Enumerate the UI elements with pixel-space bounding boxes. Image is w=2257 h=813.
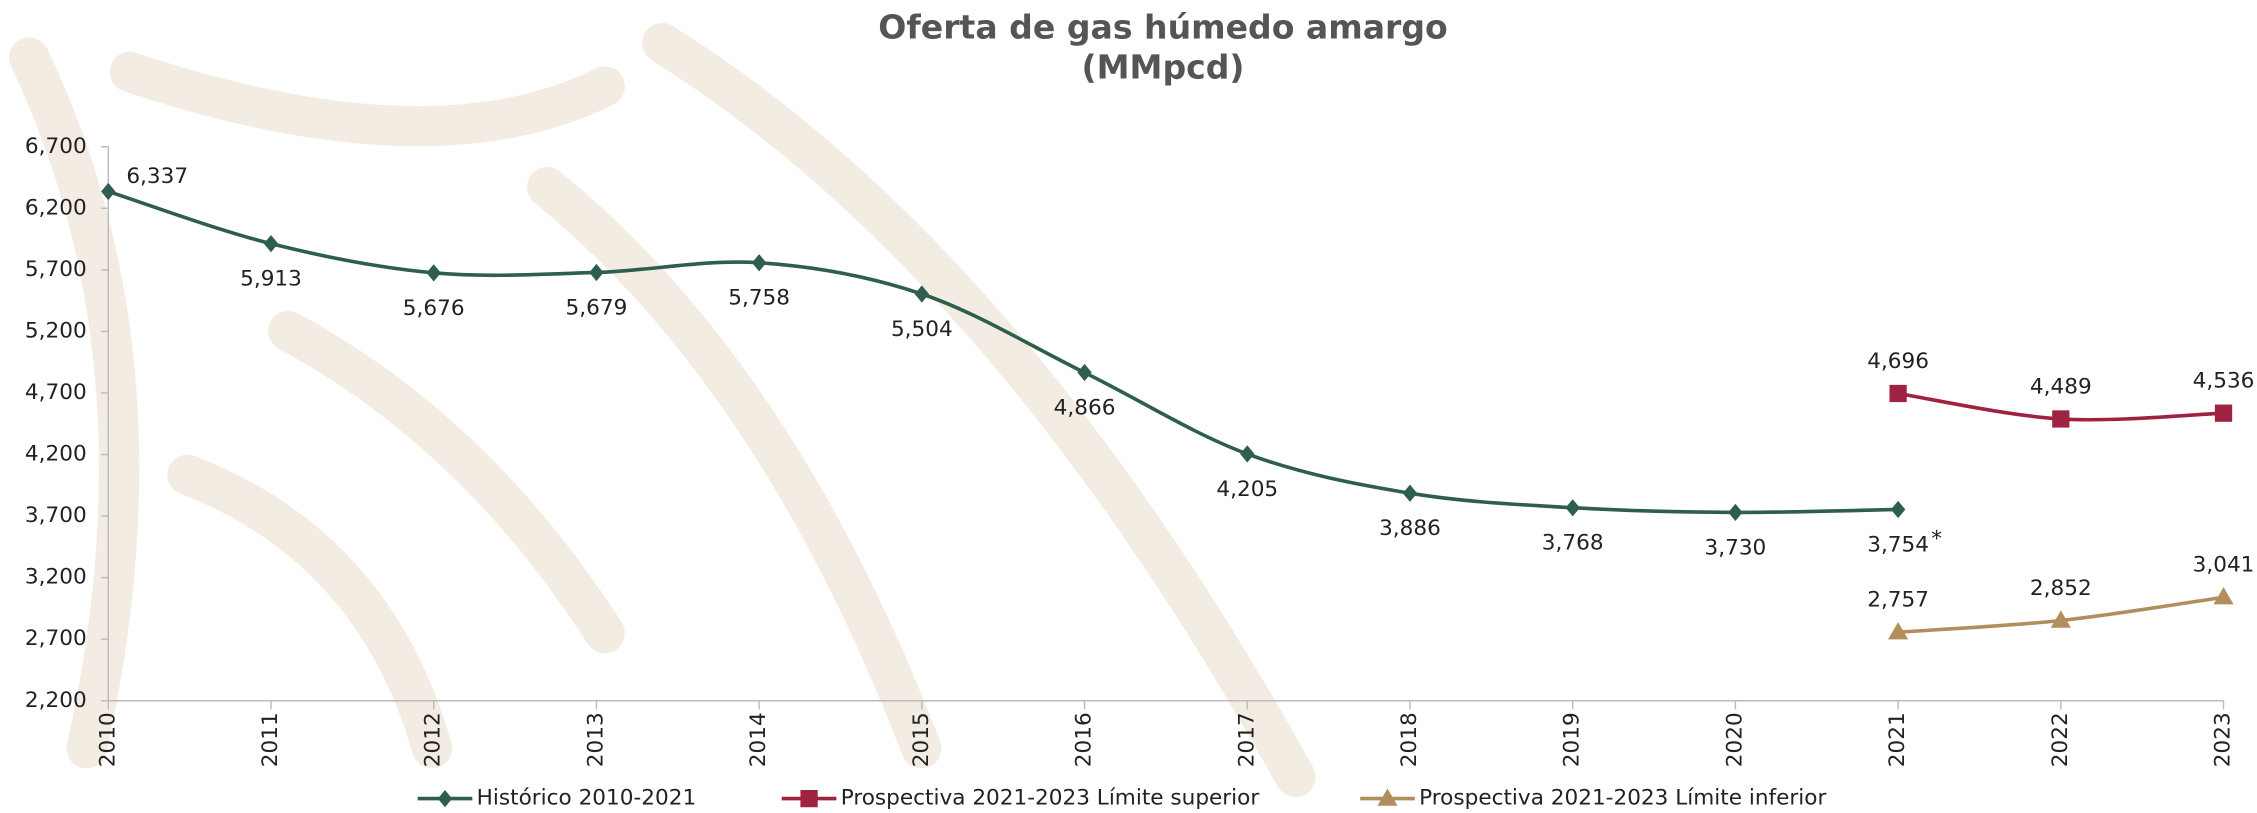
data-point	[101, 183, 115, 200]
x-tick-label: 2014	[746, 712, 771, 767]
data-point	[1891, 501, 1905, 518]
y-tick-label: 5,700	[25, 257, 87, 282]
data-label: 4,696	[1867, 349, 1929, 374]
data-label: 6,337	[126, 164, 188, 189]
data-label: 3,886	[1379, 516, 1441, 541]
chart-subtitle: (MMpcd)	[1082, 48, 1245, 87]
chart: Oferta de gas húmedo amargo (MMpcd) 2,20…	[0, 0, 2257, 813]
y-tick-label: 6,200	[25, 195, 87, 220]
data-point	[1728, 504, 1742, 521]
data-point	[1889, 385, 1906, 402]
data-label: 5,758	[728, 286, 790, 311]
y-tick-label: 4,200	[25, 442, 87, 467]
x-tick-label: 2011	[258, 712, 283, 767]
x-tick-label: 2017	[1234, 712, 1259, 767]
x-tick-label: 2013	[583, 712, 608, 767]
y-tick-label: 2,200	[25, 688, 87, 713]
data-label: 3,730	[1705, 535, 1767, 560]
data-label: 5,676	[403, 296, 465, 321]
data-point	[427, 264, 441, 281]
x-tick-label: 2022	[2048, 712, 2073, 767]
data-label: 3,768	[1542, 531, 1604, 556]
x-tick-label: 2021	[1885, 712, 1910, 767]
x-tick-label: 2023	[2211, 712, 2236, 767]
data-label: 5,913	[240, 267, 302, 292]
chart-title: Oferta de gas húmedo amargo	[878, 7, 1447, 46]
y-tick-label: 5,200	[25, 318, 87, 343]
data-label: 5,679	[566, 295, 628, 320]
y-tick-label: 2,700	[25, 626, 87, 651]
data-label: 3,754	[1867, 532, 1929, 557]
legend-marker	[800, 790, 817, 807]
data-label: 4,205	[1216, 477, 1278, 502]
legend-label: Histórico 2010-2021	[477, 786, 697, 811]
data-point	[1240, 445, 1254, 462]
data-label: 5,504	[891, 317, 953, 342]
data-label: 2,757	[1867, 588, 1929, 613]
x-tick-label: 2012	[421, 712, 446, 767]
x-tick-label: 2015	[909, 712, 934, 767]
data-label: 3,041	[2193, 553, 2255, 578]
data-point	[1403, 485, 1417, 502]
data-point	[1565, 499, 1579, 516]
data-point	[2052, 410, 2069, 427]
data-label: 4,866	[1054, 396, 1116, 421]
data-point	[2213, 587, 2233, 604]
data-point	[2215, 405, 2232, 422]
x-tick-label: 2016	[1072, 712, 1097, 767]
data-point	[264, 235, 278, 252]
x-tick-label: 2010	[95, 712, 120, 767]
legend-label: Prospectiva 2021-2023 Límite inferior	[1419, 786, 1826, 811]
annotation: *	[1931, 527, 1942, 552]
x-tick-label: 2018	[1397, 712, 1422, 767]
legend-label: Prospectiva 2021-2023 Límite superior	[841, 786, 1260, 811]
data-point	[752, 254, 766, 271]
y-tick-label: 3,200	[25, 565, 87, 590]
y-tick-label: 4,700	[25, 380, 87, 405]
data-label: 4,536	[2193, 369, 2255, 394]
legend-marker	[438, 790, 452, 807]
y-tick-label: 3,700	[25, 503, 87, 528]
x-tick-label: 2019	[1560, 712, 1585, 767]
data-label: 2,852	[2030, 576, 2092, 601]
data-point	[1077, 364, 1091, 381]
data-label: 4,489	[2030, 374, 2092, 399]
x-tick-label: 2020	[1722, 712, 1747, 767]
y-tick-label: 6,700	[25, 134, 87, 159]
data-point	[589, 264, 603, 281]
